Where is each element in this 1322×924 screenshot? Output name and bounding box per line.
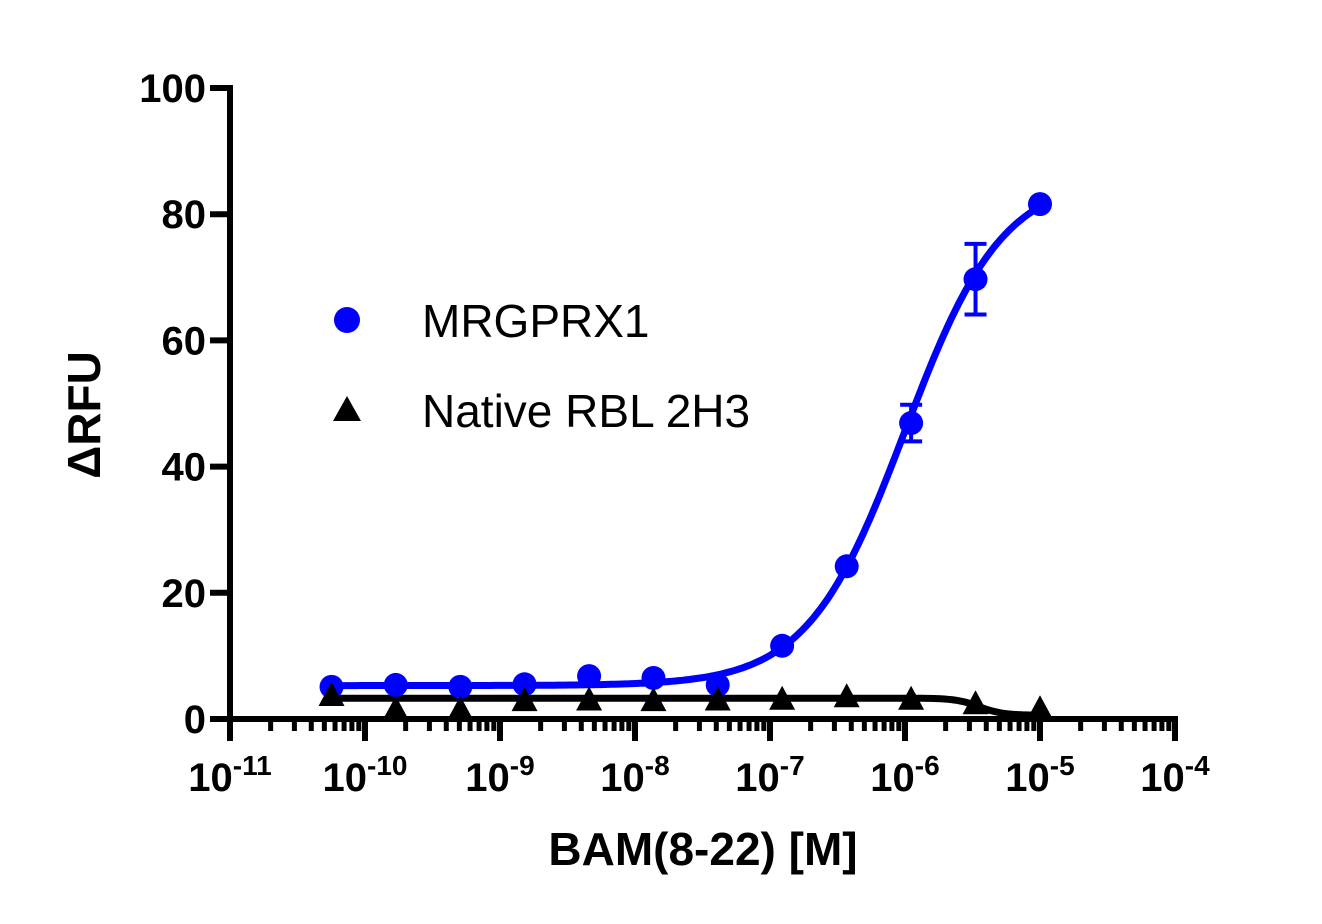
fit-curve-mrgprx1 bbox=[331, 203, 1042, 690]
data-point-mrgprx1 bbox=[512, 672, 537, 697]
y-tick-label: 100 bbox=[139, 67, 206, 111]
legend-label-native-rbl: Native RBL 2H3 bbox=[422, 385, 750, 437]
data-point-native-rbl bbox=[962, 690, 989, 715]
data-point-native-rbl bbox=[769, 685, 796, 710]
x-tick-label: 10-11 bbox=[188, 750, 271, 800]
data-point-mrgprx1 bbox=[770, 633, 795, 658]
data-point-native-rbl bbox=[898, 685, 925, 710]
y-tick-label: 40 bbox=[162, 446, 207, 490]
fit-curves bbox=[331, 203, 1042, 719]
legend-marker-native-rbl bbox=[333, 396, 361, 421]
data-point-mrgprx1 bbox=[577, 664, 602, 689]
data-point-mrgprx1 bbox=[1028, 192, 1052, 217]
data-point-native-rbl bbox=[447, 695, 474, 720]
data-point-native-rbl bbox=[1027, 695, 1053, 720]
data-point-mrgprx1 bbox=[834, 554, 859, 579]
y-tick-label: 20 bbox=[162, 572, 207, 616]
x-tick-label: 10-6 bbox=[870, 750, 939, 800]
x-tick-label: 10-4 bbox=[1140, 750, 1210, 800]
y-tick-label: 80 bbox=[162, 193, 207, 237]
x-tick-label: 10-7 bbox=[735, 750, 804, 800]
data-point-native-rbl bbox=[576, 686, 603, 711]
data-point-mrgprx1 bbox=[963, 267, 988, 292]
data-point-native-rbl bbox=[833, 683, 860, 708]
data-point-mrgprx1 bbox=[448, 674, 473, 699]
data-points bbox=[318, 192, 1053, 720]
y-tick-label: 60 bbox=[162, 319, 207, 363]
legend-marker-mrgprx1 bbox=[334, 307, 360, 333]
x-tick-label: 10-5 bbox=[1005, 750, 1074, 800]
legend: MRGPRX1 Native RBL 2H3 bbox=[333, 295, 750, 437]
data-point-mrgprx1 bbox=[641, 665, 666, 690]
data-point-native-rbl bbox=[511, 687, 538, 712]
data-point-native-rbl bbox=[382, 695, 409, 720]
y-tick-label: 0 bbox=[184, 698, 206, 742]
x-tick-label: 10-8 bbox=[600, 750, 669, 800]
y-axis-label: ΔRFU bbox=[58, 351, 110, 479]
x-tick-label: 10-10 bbox=[323, 750, 408, 800]
legend-label-mrgprx1: MRGPRX1 bbox=[422, 295, 649, 347]
data-point-mrgprx1 bbox=[705, 672, 730, 697]
data-point-native-rbl bbox=[704, 686, 731, 711]
x-axis-label: BAM(8-22) [M] bbox=[548, 823, 857, 875]
x-tick-label: 10-9 bbox=[465, 750, 534, 800]
axes: 0 20 40 60 80 100 10-11 10-10 10-9 10-8 10-7 10-6 10… bbox=[139, 67, 1210, 800]
data-point-mrgprx1 bbox=[899, 411, 924, 436]
data-point-mrgprx1 bbox=[383, 672, 408, 697]
fit-curve-native-rbl bbox=[331, 694, 1040, 719]
data-point-native-rbl bbox=[318, 682, 345, 707]
data-point-native-rbl bbox=[640, 687, 667, 712]
